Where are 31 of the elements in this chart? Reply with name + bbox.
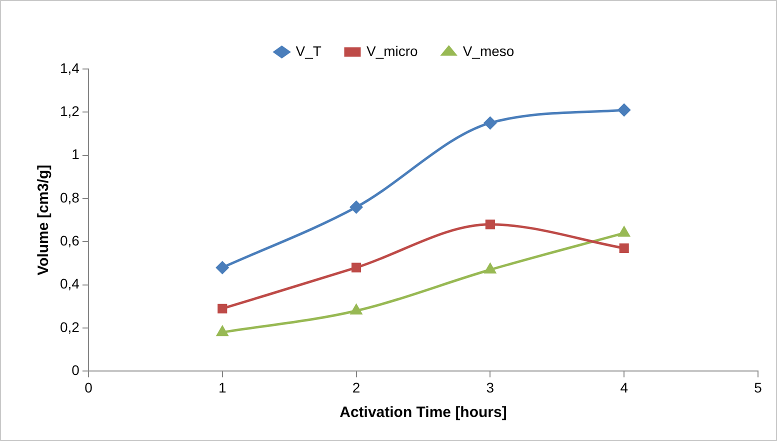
- y-tick-label: 1,2: [60, 103, 80, 120]
- point: [618, 226, 630, 237]
- y-tick-label: 0,4: [60, 276, 80, 292]
- x-tick-label: 2: [352, 379, 360, 396]
- point: [618, 104, 630, 116]
- point: [484, 263, 496, 274]
- y-tick-label: 1,4: [60, 60, 80, 76]
- legend-label: V_meso: [462, 42, 514, 59]
- x-tick-label: 0: [84, 379, 93, 396]
- y-tick-label: 0,2: [60, 318, 80, 335]
- point: [485, 220, 495, 230]
- x-axis-title: Activation Time [hours]: [340, 404, 507, 422]
- y-tick-label: 0,8: [60, 189, 80, 206]
- legend-label: V_T: [296, 42, 322, 59]
- point: [350, 200, 363, 214]
- point: [350, 304, 362, 315]
- legend-label: V_micro: [366, 42, 418, 59]
- point: [218, 304, 228, 314]
- y-axis-title: Volume [cm3/g]: [35, 164, 52, 276]
- point: [351, 262, 362, 272]
- x-tick-label: 1: [218, 379, 226, 396]
- x-tick-label: 3: [486, 379, 494, 396]
- point: [484, 116, 496, 130]
- point: [216, 261, 229, 274]
- y-tick-label: 0,6: [60, 232, 80, 249]
- x-tick-label: 5: [754, 379, 762, 396]
- point: [619, 243, 629, 253]
- point: [216, 326, 228, 336]
- x-tick-label: 4: [620, 379, 628, 396]
- y-tick-label: 0: [72, 362, 80, 378]
- y-tick-label: 1: [72, 146, 80, 162]
